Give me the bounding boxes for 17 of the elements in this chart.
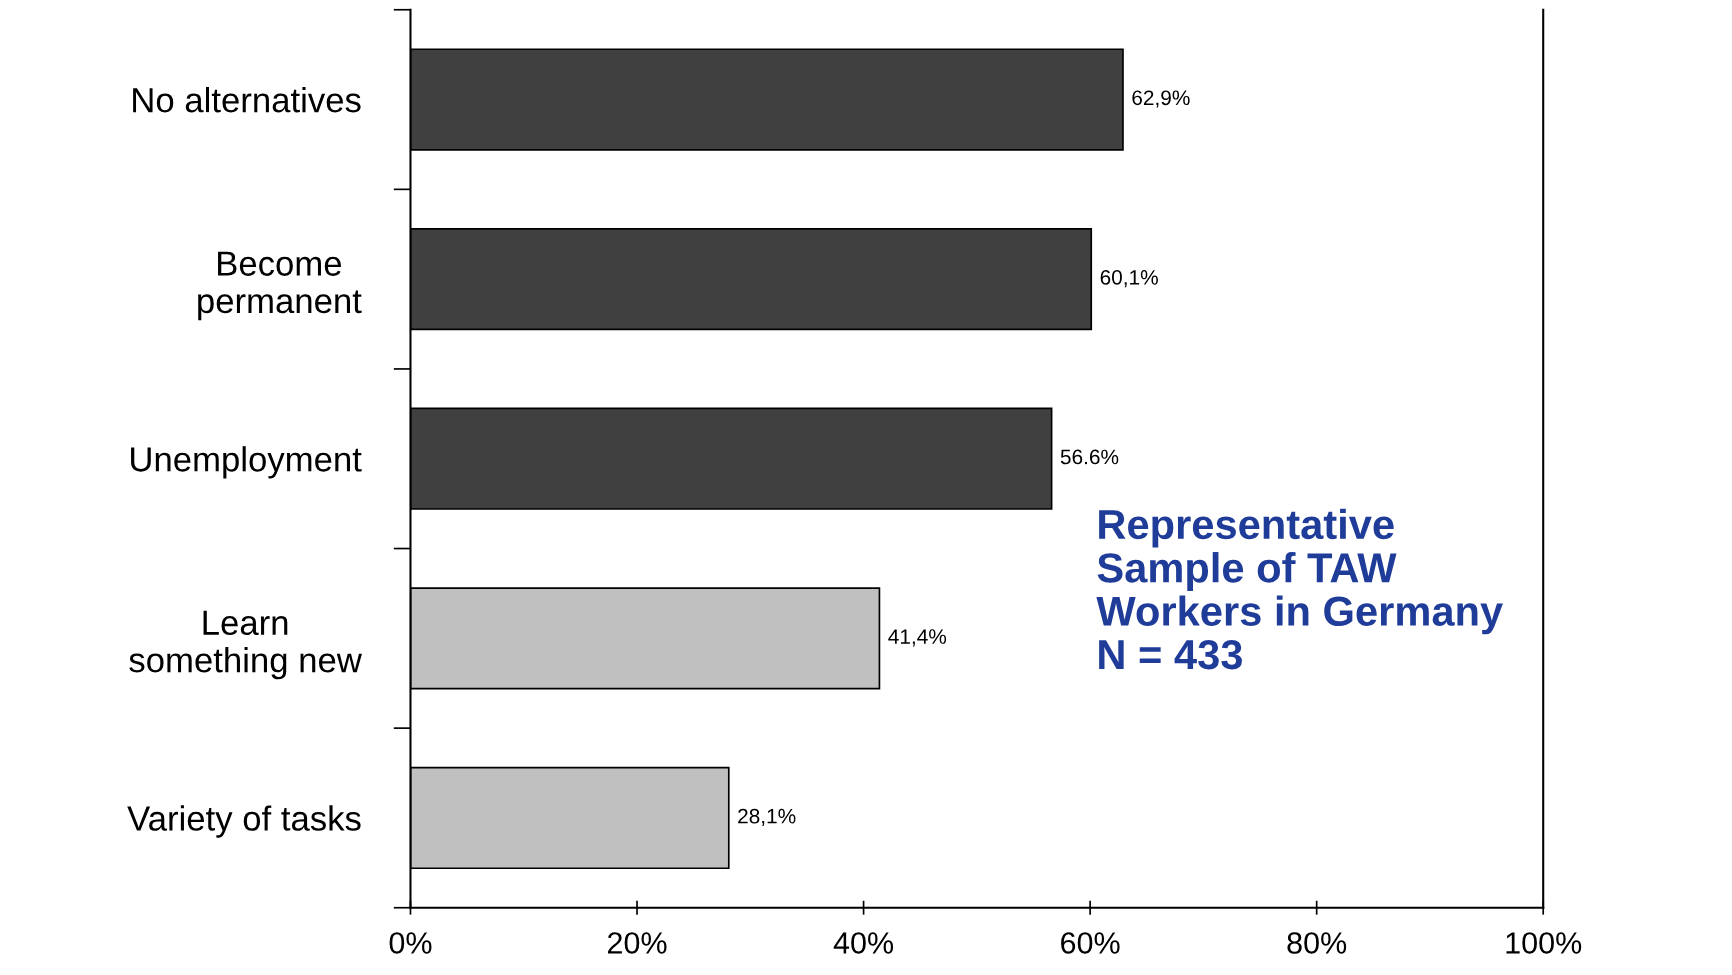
data-label: 41,4%	[888, 629, 947, 647]
y-tick-label: Variety of tasks	[127, 805, 361, 838]
data-label: 62,9%	[1132, 90, 1190, 108]
x-tick-label: 80%	[1287, 932, 1347, 954]
data-label: 60,1%	[1100, 269, 1158, 288]
data-label: 28,1%	[738, 808, 796, 826]
data-label: 56.6%	[1060, 449, 1119, 465]
x-tick-label: 40%	[833, 932, 894, 954]
y-tick-label: Learn something new	[129, 610, 362, 680]
x-tick-label: 100%	[1506, 932, 1582, 954]
x-tick-label: 60%	[1061, 932, 1120, 954]
annotation: Representative Sample of TAW Workers in Germany N = 433	[1096, 508, 1503, 670]
x-tick-label: 20%	[607, 932, 667, 954]
y-tick-label: No alternatives	[133, 86, 361, 113]
y-tick-label: Unemployment	[131, 446, 362, 479]
y-tick-label: Become permanent	[198, 251, 362, 321]
x-tick-label: 0%	[389, 932, 432, 954]
